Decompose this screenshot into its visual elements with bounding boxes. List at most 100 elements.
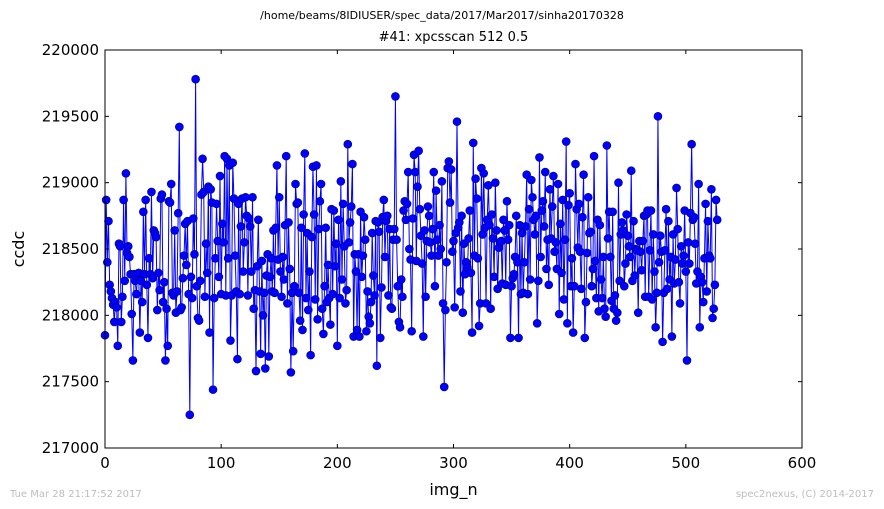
data-point bbox=[128, 356, 138, 365]
data-point bbox=[165, 198, 175, 207]
data-point bbox=[151, 232, 161, 242]
data-point bbox=[182, 260, 191, 270]
data-point bbox=[471, 174, 480, 183]
data-point bbox=[391, 92, 400, 101]
data-point bbox=[646, 206, 656, 215]
data-point bbox=[333, 341, 342, 351]
data-point bbox=[524, 204, 534, 214]
data-point bbox=[230, 251, 240, 260]
data-point bbox=[502, 196, 512, 206]
data-point bbox=[695, 322, 705, 332]
x-tick-label: 500 bbox=[672, 454, 701, 472]
data-point bbox=[389, 224, 399, 234]
data-point bbox=[474, 321, 484, 331]
data-point bbox=[235, 289, 245, 299]
data-point bbox=[538, 196, 548, 206]
data-point bbox=[313, 315, 322, 324]
data-point bbox=[682, 356, 692, 365]
data-point bbox=[457, 211, 466, 221]
data-point bbox=[649, 230, 658, 239]
data-point bbox=[606, 252, 615, 262]
data-point bbox=[163, 341, 173, 351]
data-point bbox=[417, 259, 427, 268]
data-point bbox=[638, 236, 648, 246]
data-point bbox=[511, 211, 521, 221]
data-point bbox=[113, 341, 123, 351]
data-point bbox=[679, 251, 688, 260]
data-point bbox=[567, 253, 577, 263]
data-point bbox=[291, 179, 300, 189]
data-point bbox=[244, 214, 254, 223]
data-point bbox=[465, 206, 475, 215]
data-point bbox=[211, 253, 220, 263]
data-point bbox=[392, 235, 401, 245]
data-point bbox=[178, 273, 188, 283]
data-point bbox=[654, 257, 664, 267]
data-point bbox=[673, 224, 683, 234]
data-point bbox=[143, 333, 153, 343]
data-point bbox=[664, 216, 673, 226]
data-point bbox=[479, 169, 489, 178]
data-point bbox=[523, 289, 533, 299]
data-point bbox=[437, 177, 447, 186]
data-point bbox=[565, 188, 574, 198]
data-point bbox=[342, 285, 351, 295]
data-point bbox=[564, 200, 573, 210]
data-point bbox=[583, 192, 593, 202]
data-point bbox=[701, 199, 710, 209]
data-point bbox=[166, 179, 176, 189]
data-point bbox=[338, 199, 348, 209]
data-point bbox=[446, 165, 456, 174]
data-point bbox=[491, 178, 500, 187]
data-point bbox=[362, 326, 371, 336]
data-point bbox=[247, 267, 256, 276]
data-point bbox=[337, 275, 347, 284]
data-point bbox=[303, 305, 313, 315]
data-point bbox=[205, 328, 214, 337]
data-point bbox=[558, 195, 568, 205]
data-point bbox=[473, 253, 483, 263]
data-point bbox=[472, 194, 482, 203]
data-point bbox=[405, 244, 414, 254]
data-point bbox=[348, 159, 357, 169]
data-point bbox=[492, 226, 501, 235]
data-point bbox=[675, 299, 685, 308]
data-point bbox=[545, 185, 555, 194]
data-point bbox=[306, 350, 315, 360]
data-point bbox=[384, 291, 393, 300]
data-point bbox=[351, 267, 361, 276]
data-point bbox=[144, 253, 154, 263]
data-point bbox=[366, 297, 376, 307]
data-point bbox=[132, 289, 141, 299]
data-point bbox=[587, 281, 597, 291]
data-point bbox=[187, 293, 197, 303]
data-point bbox=[214, 272, 224, 282]
data-point bbox=[118, 292, 127, 302]
data-point bbox=[444, 157, 454, 166]
data-point bbox=[588, 264, 598, 274]
data-point bbox=[636, 247, 645, 256]
y-tick-label: 220000 bbox=[42, 41, 99, 59]
x-axis-label: img_n bbox=[429, 480, 477, 500]
data-point bbox=[270, 288, 279, 298]
y-tick-label: 217500 bbox=[42, 373, 99, 391]
data-point bbox=[254, 215, 263, 225]
data-point bbox=[285, 264, 295, 274]
data-point bbox=[104, 216, 113, 226]
data-point bbox=[172, 287, 182, 296]
data-point bbox=[621, 259, 630, 268]
data-point bbox=[281, 151, 291, 161]
data-point bbox=[528, 192, 537, 202]
data-point bbox=[299, 210, 308, 219]
data-point bbox=[667, 332, 677, 341]
data-point bbox=[161, 356, 170, 365]
data-point bbox=[661, 204, 671, 214]
data-point bbox=[660, 246, 670, 255]
x-tick-label: 300 bbox=[439, 454, 468, 472]
data-point bbox=[209, 293, 219, 303]
data-point bbox=[293, 198, 303, 207]
data-point bbox=[137, 297, 147, 307]
data-point bbox=[651, 322, 660, 332]
data-point bbox=[672, 183, 681, 193]
data-point bbox=[238, 267, 248, 276]
